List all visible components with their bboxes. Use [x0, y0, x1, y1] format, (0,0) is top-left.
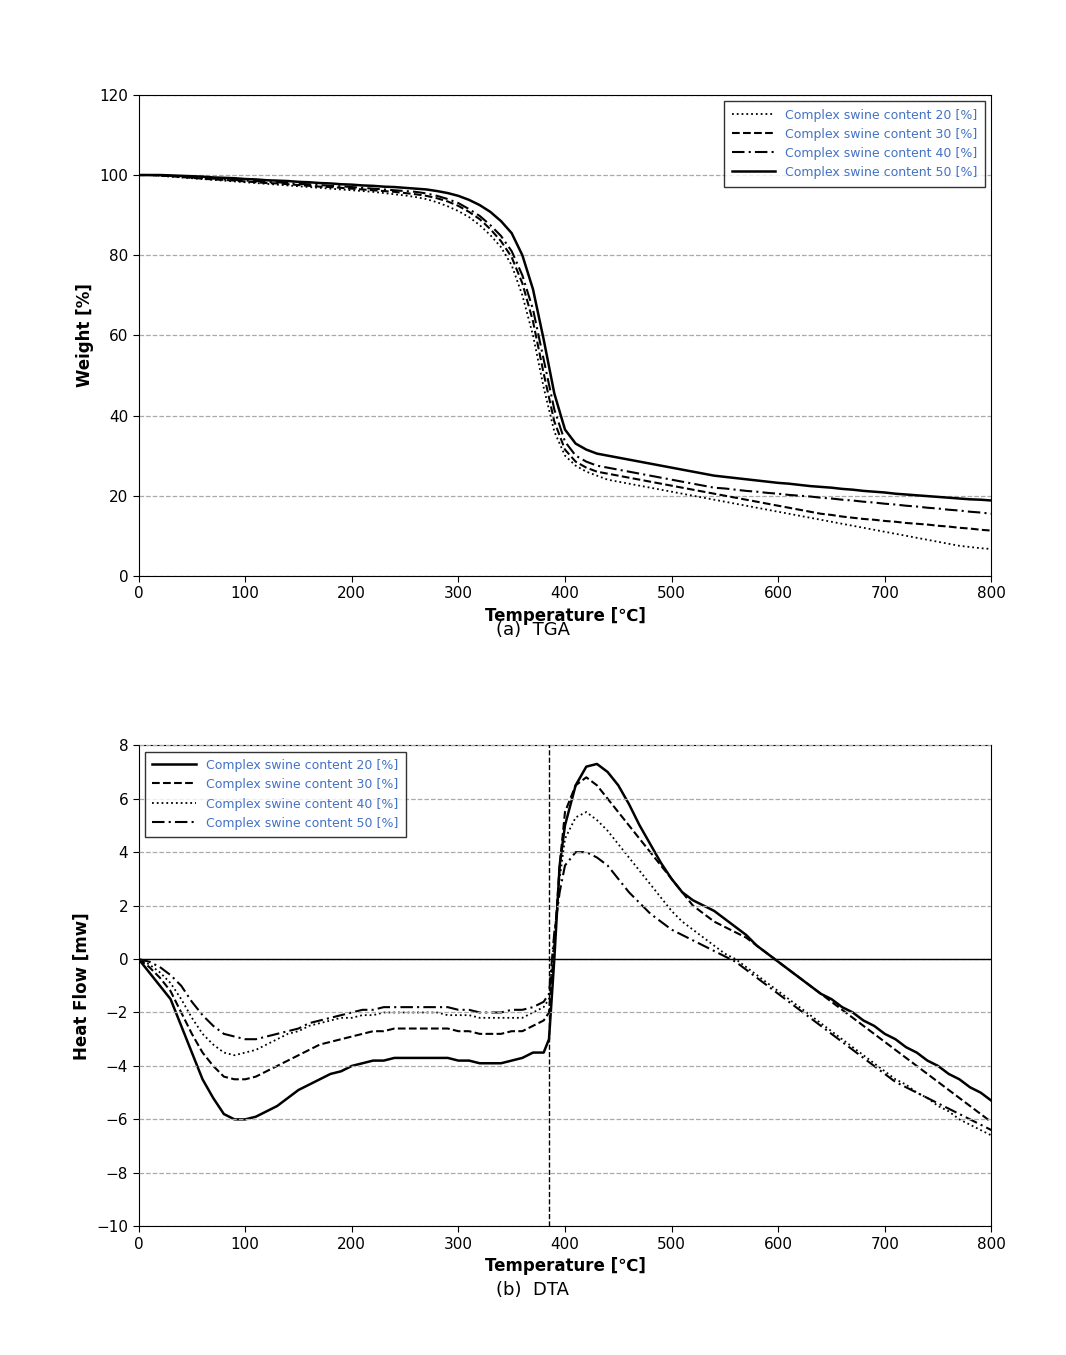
Legend: Complex swine content 20 [%], Complex swine content 30 [%], Complex swine conten: Complex swine content 20 [%], Complex sw…: [145, 752, 406, 837]
X-axis label: Temperature [℃]: Temperature [℃]: [485, 1257, 645, 1275]
Y-axis label: Weight [%]: Weight [%]: [76, 283, 94, 388]
Y-axis label: Heat Flow [mw]: Heat Flow [mw]: [72, 912, 91, 1060]
Text: (b)  DTA: (b) DTA: [497, 1280, 569, 1299]
Text: (a)  TGA: (a) TGA: [496, 621, 570, 640]
X-axis label: Temperature [℃]: Temperature [℃]: [485, 607, 645, 625]
Legend: Complex swine content 20 [%], Complex swine content 30 [%], Complex swine conten: Complex swine content 20 [%], Complex sw…: [724, 102, 985, 187]
